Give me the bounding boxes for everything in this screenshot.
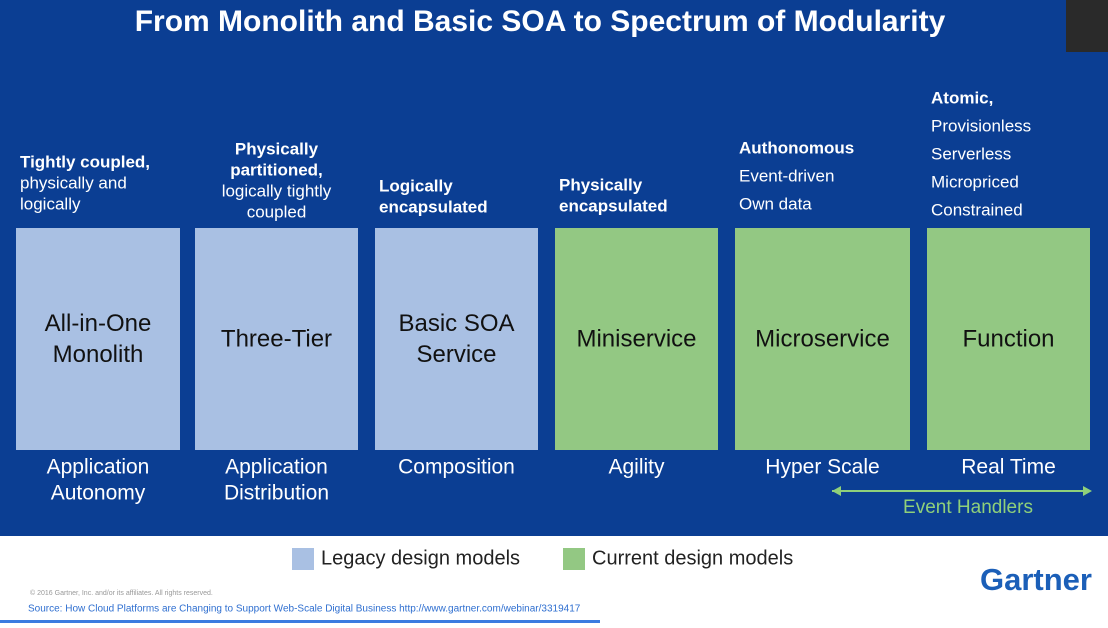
model-caption: Application [47,456,150,479]
model-box [375,228,538,450]
model-caption: Agility [608,456,665,479]
column-heading: Physically [235,139,319,158]
column-detail: Event-driven [739,166,834,185]
model-name: All-in-One [45,310,152,337]
column-heading: Logically [379,176,453,195]
column-heading: Atomic, [931,88,993,107]
model-box [16,228,180,450]
model-name: Miniservice [576,325,696,352]
model-caption: Distribution [224,482,329,505]
span-label: Event Handlers [903,497,1033,518]
model-name: Function [962,325,1054,352]
column-detail: Own data [739,194,812,213]
model-caption: Hyper Scale [765,456,879,479]
slide-title: From Monolith and Basic SOA to Spectrum … [135,5,946,38]
copyright: © 2016 Gartner, Inc. and/or its affiliat… [30,589,213,597]
column-heading: Tightly coupled, [20,152,150,171]
model-name: Service [416,341,496,368]
column-detail: logically [20,194,81,213]
column-detail: Serverless [931,144,1011,163]
model-caption: Application [225,456,328,479]
column-heading: Physically [559,175,643,194]
column-detail: Provisionless [931,116,1031,135]
column-heading: partitioned, [230,160,323,179]
column-detail: logically tightly [222,181,332,200]
model-caption: Autonomy [51,482,146,505]
model-caption: Real Time [961,456,1056,479]
model-name: Microservice [755,325,890,352]
webcam-thumbnail [1066,0,1108,52]
legend-swatch [563,548,585,570]
column-heading: Authonomous [739,138,854,157]
model-box [555,228,718,450]
slide-background [0,0,1108,536]
model-caption: Composition [398,456,515,479]
column-detail: coupled [247,202,307,221]
legend-label: Legacy design models [321,547,520,569]
column-heading: encapsulated [559,196,668,215]
column-detail: physically and [20,173,127,192]
legend-label: Current design models [592,547,793,569]
model-name: Three-Tier [221,325,332,352]
footer-background [0,536,1108,628]
model-box [927,228,1090,450]
model-box [195,228,358,450]
model-box [735,228,910,450]
brand-logo: Gartner [980,562,1092,597]
source: Source: How Cloud Platforms are Changing… [28,604,581,615]
model-name: Monolith [53,341,144,368]
progress-bar [0,620,600,623]
legend-swatch [292,548,314,570]
column-heading: encapsulated [379,197,488,216]
column-detail: Micropriced [931,172,1019,191]
model-name: Basic SOA [398,310,514,337]
column-detail: Constrained [931,200,1023,219]
